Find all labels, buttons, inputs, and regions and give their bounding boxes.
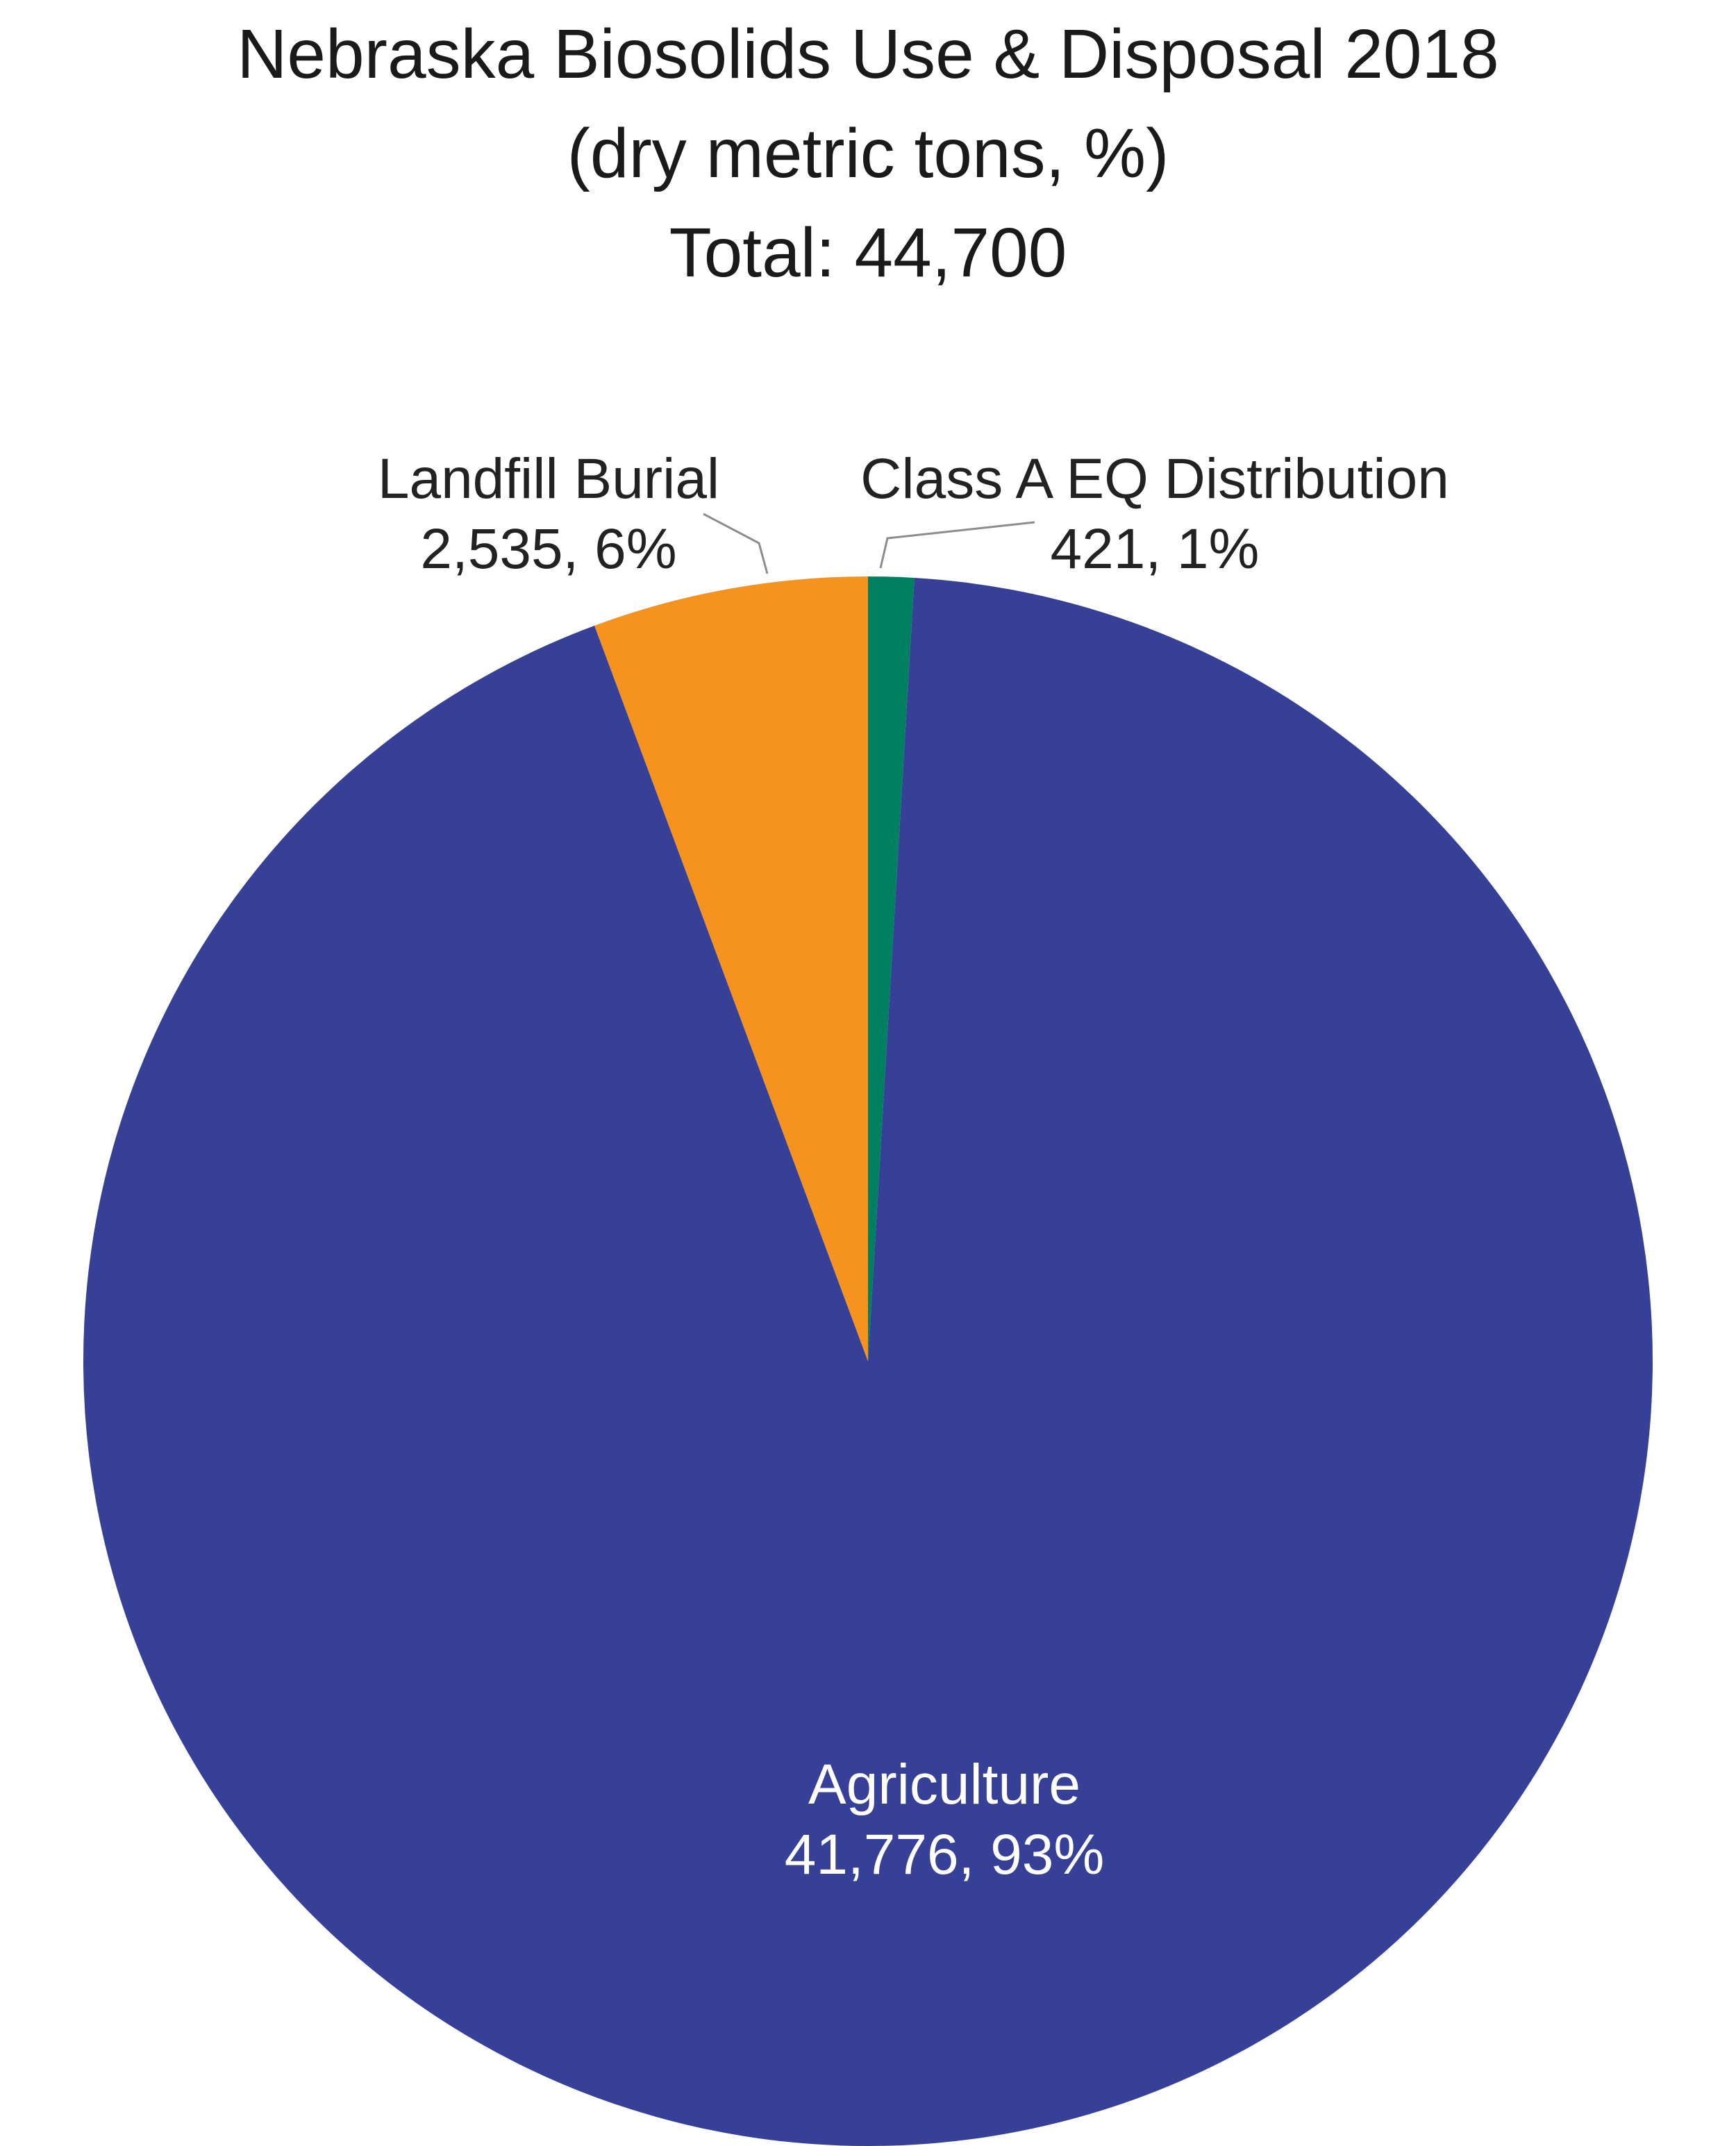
chart-title-line-1: Nebraska Biosolids Use & Disposal 2018 — [237, 15, 1499, 93]
slice-class-a-eq-distribution — [868, 576, 915, 1361]
label-class-a-eq-distribution: Class A EQ Distribution 421, 1% — [860, 447, 1449, 581]
label-agriculture-name: Agriculture — [808, 1753, 1080, 1816]
label-landfill-burial-name: Landfill Burial — [378, 447, 719, 510]
chart-title: Nebraska Biosolids Use & Disposal 2018 (… — [237, 15, 1499, 292]
label-landfill-burial-value: 2,535, 6% — [420, 517, 676, 581]
leader-line-landfill-burial — [703, 513, 769, 574]
label-agriculture: Agriculture 41,776, 93% — [785, 1753, 1105, 1886]
label-class-a-eq-distribution-name: Class A EQ Distribution — [860, 447, 1449, 510]
slice-landfill-burial — [594, 576, 868, 1361]
slice-labels: Landfill Burial 2,535, 6% Class A EQ Dis… — [378, 447, 1449, 1886]
leader-line-class-a-eq-distribution — [879, 521, 1035, 569]
label-agriculture-value: 41,776, 93% — [785, 1823, 1105, 1886]
pie-slices — [83, 576, 1653, 2146]
slice-agriculture — [83, 577, 1653, 2146]
chart-title-line-3: Total: 44,700 — [669, 214, 1067, 292]
label-landfill-burial: Landfill Burial 2,535, 6% — [378, 447, 719, 581]
leader-lines — [703, 513, 1035, 574]
label-class-a-eq-distribution-value: 421, 1% — [1051, 517, 1260, 581]
chart-title-line-2: (dry metric tons, %) — [567, 115, 1169, 192]
